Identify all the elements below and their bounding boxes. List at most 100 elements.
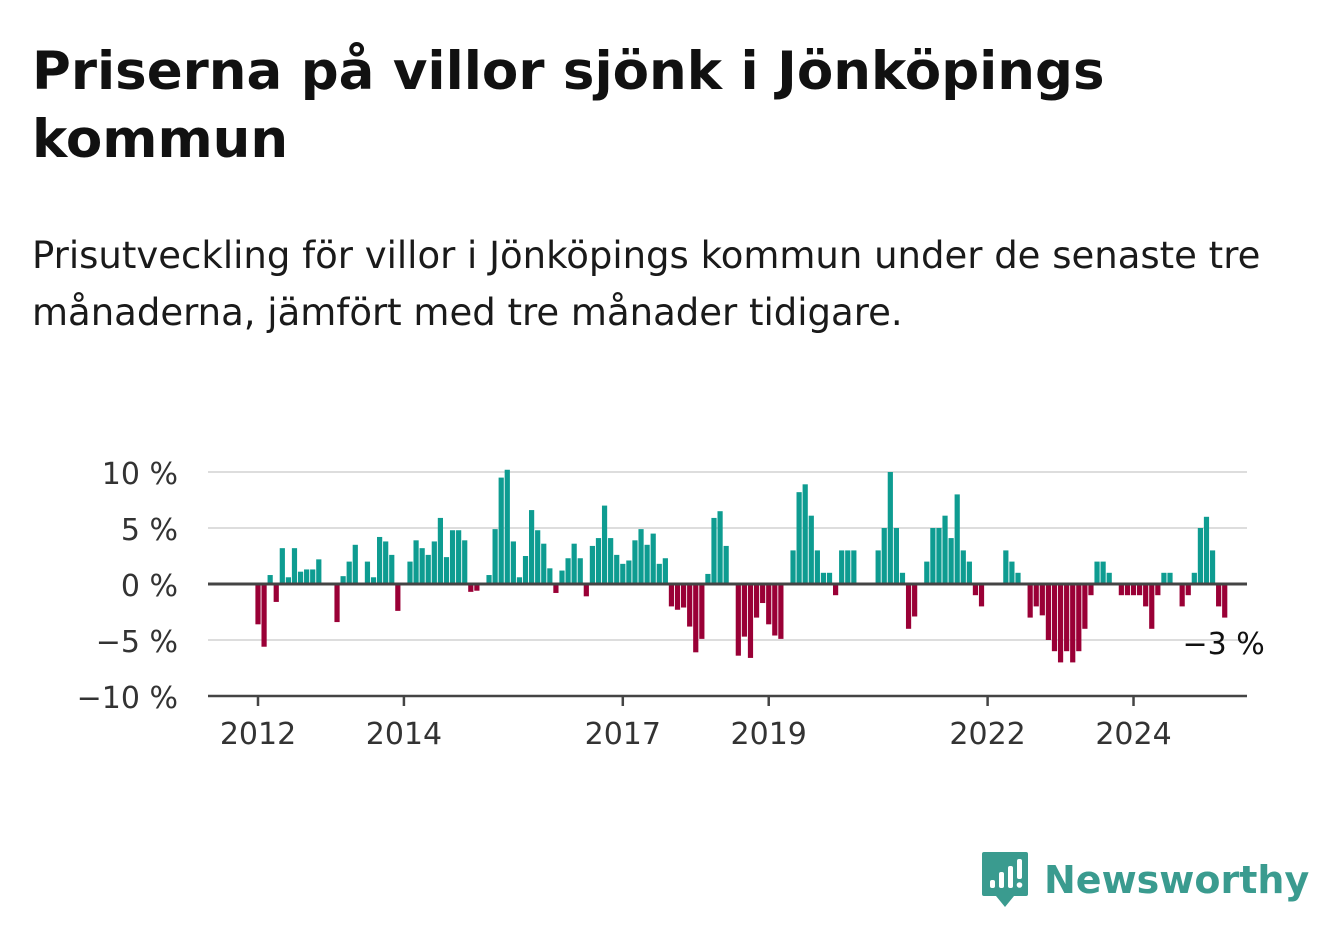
bar xyxy=(395,584,401,611)
bar xyxy=(437,517,443,584)
bar xyxy=(614,554,620,584)
bar xyxy=(608,538,614,584)
bar xyxy=(711,517,717,584)
bar xyxy=(875,550,881,584)
bar xyxy=(1003,550,1009,584)
bar xyxy=(1009,561,1015,584)
bar xyxy=(601,505,608,584)
bar xyxy=(1155,584,1161,596)
bar xyxy=(887,472,893,584)
bar xyxy=(802,484,808,584)
bar xyxy=(279,548,285,584)
bar xyxy=(893,528,899,584)
y-tick-label: −5 % xyxy=(96,625,178,660)
bar xyxy=(304,569,310,584)
bar-chart: 10 % 5 % 0 % −5 % −10 % 2012 2014 2017 2019 2022 2… xyxy=(77,457,1265,752)
bar xyxy=(1130,584,1137,596)
bar xyxy=(541,543,547,584)
bar xyxy=(1070,584,1076,663)
bar xyxy=(383,541,389,584)
bar xyxy=(662,558,668,584)
chart-title: Priserna på villor sjönk i Jönköpings ko… xyxy=(32,41,1105,170)
bar xyxy=(674,584,681,610)
bar xyxy=(753,584,760,618)
bar xyxy=(425,554,431,584)
bar xyxy=(833,584,839,596)
bar xyxy=(735,584,741,656)
bar xyxy=(1124,584,1131,596)
bar xyxy=(419,548,425,584)
bar xyxy=(814,550,820,584)
bar xyxy=(285,577,291,584)
bar xyxy=(839,550,845,584)
bar xyxy=(334,584,340,623)
bar xyxy=(529,510,535,584)
bar xyxy=(462,540,468,584)
bar xyxy=(1045,584,1051,640)
bar xyxy=(443,557,450,584)
bar xyxy=(632,540,638,584)
bar xyxy=(595,538,602,584)
bar xyxy=(565,558,571,584)
bar xyxy=(820,572,827,584)
bar xyxy=(681,584,687,608)
bar xyxy=(1051,584,1058,652)
bar xyxy=(547,568,553,584)
newsworthy-logo: Newsworthy xyxy=(980,850,1309,910)
bar xyxy=(1100,561,1106,584)
bar xyxy=(449,530,456,584)
bar xyxy=(1185,584,1191,596)
bar xyxy=(1203,516,1210,584)
bar xyxy=(620,563,626,584)
bar xyxy=(1082,584,1088,629)
bar xyxy=(638,529,644,584)
x-tick-label: 2014 xyxy=(366,717,442,752)
bar xyxy=(693,584,699,653)
bar xyxy=(1137,584,1143,596)
x-tick-label: 2024 xyxy=(1095,717,1171,752)
bar xyxy=(1015,572,1021,584)
bar xyxy=(1216,584,1222,607)
bar xyxy=(468,584,474,592)
bar xyxy=(492,529,498,584)
bar xyxy=(851,550,857,584)
bar xyxy=(1191,572,1197,584)
bar xyxy=(1179,584,1185,607)
bar xyxy=(826,572,833,584)
bar xyxy=(456,530,462,584)
last-value-label: −3 % xyxy=(1182,627,1264,662)
bar xyxy=(790,550,796,584)
bar xyxy=(978,584,985,607)
bar xyxy=(899,572,906,584)
x-tick-label: 2022 xyxy=(949,717,1025,752)
bar xyxy=(766,584,772,625)
bar xyxy=(845,550,851,584)
bar xyxy=(717,511,723,584)
bar xyxy=(936,528,942,584)
x-tick-label: 2019 xyxy=(731,717,807,752)
bar xyxy=(808,515,814,584)
bar xyxy=(954,494,960,584)
bar xyxy=(699,584,705,639)
bar xyxy=(668,584,675,607)
chart-subtitle: Prisutveckling för villor i Jönköpings k… xyxy=(32,234,1261,334)
bar xyxy=(352,544,358,584)
bar xyxy=(1039,584,1045,616)
bar xyxy=(772,584,778,636)
bar xyxy=(553,584,559,593)
bar xyxy=(340,576,346,584)
bar xyxy=(486,575,492,584)
bar xyxy=(1027,584,1033,618)
bar xyxy=(723,545,729,584)
bar xyxy=(291,548,298,584)
bar xyxy=(1167,572,1173,584)
bar xyxy=(535,530,541,584)
bar xyxy=(930,528,936,584)
bar xyxy=(687,584,693,627)
bar xyxy=(778,584,784,639)
bar xyxy=(912,584,918,617)
bar xyxy=(881,528,887,584)
bar xyxy=(364,561,371,584)
bar xyxy=(407,561,413,584)
bar xyxy=(796,492,802,584)
